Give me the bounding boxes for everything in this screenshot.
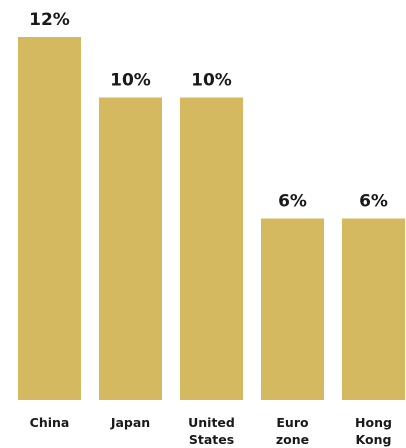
category-labels-group: China Japan United States Euro zone Hong Kong [30,415,392,447]
bars-group [18,37,405,400]
category-label-line: United [188,415,235,430]
bar-hong-kong [342,218,405,400]
bar-united-states [180,97,243,400]
category-label-line: States [189,432,234,447]
category-label-line: Euro [276,415,309,430]
value-label-china: 12% [29,10,70,30]
category-label-line: zone [276,432,309,447]
category-label-euro-zone: Euro zone [276,415,309,447]
category-label-china: China [30,415,70,430]
bar-euro-zone [261,218,324,400]
category-label-japan: Japan [110,415,150,430]
category-label-united-states: United States [188,415,235,447]
value-label-japan: 10% [110,71,151,91]
value-label-united-states: 10% [191,71,232,91]
value-label-hong-kong: 6% [359,192,388,212]
category-label-line: China [30,415,70,430]
value-labels-group: 12% 10% 10% 6% 6% [29,10,388,212]
value-label-euro-zone: 6% [278,192,307,212]
bar-china [18,37,81,400]
category-label-hong-kong: Hong Kong [355,415,392,447]
category-label-line: Japan [110,415,150,430]
category-label-line: Kong [356,432,392,447]
category-label-line: Hong [355,415,392,430]
bar-japan [99,97,162,400]
